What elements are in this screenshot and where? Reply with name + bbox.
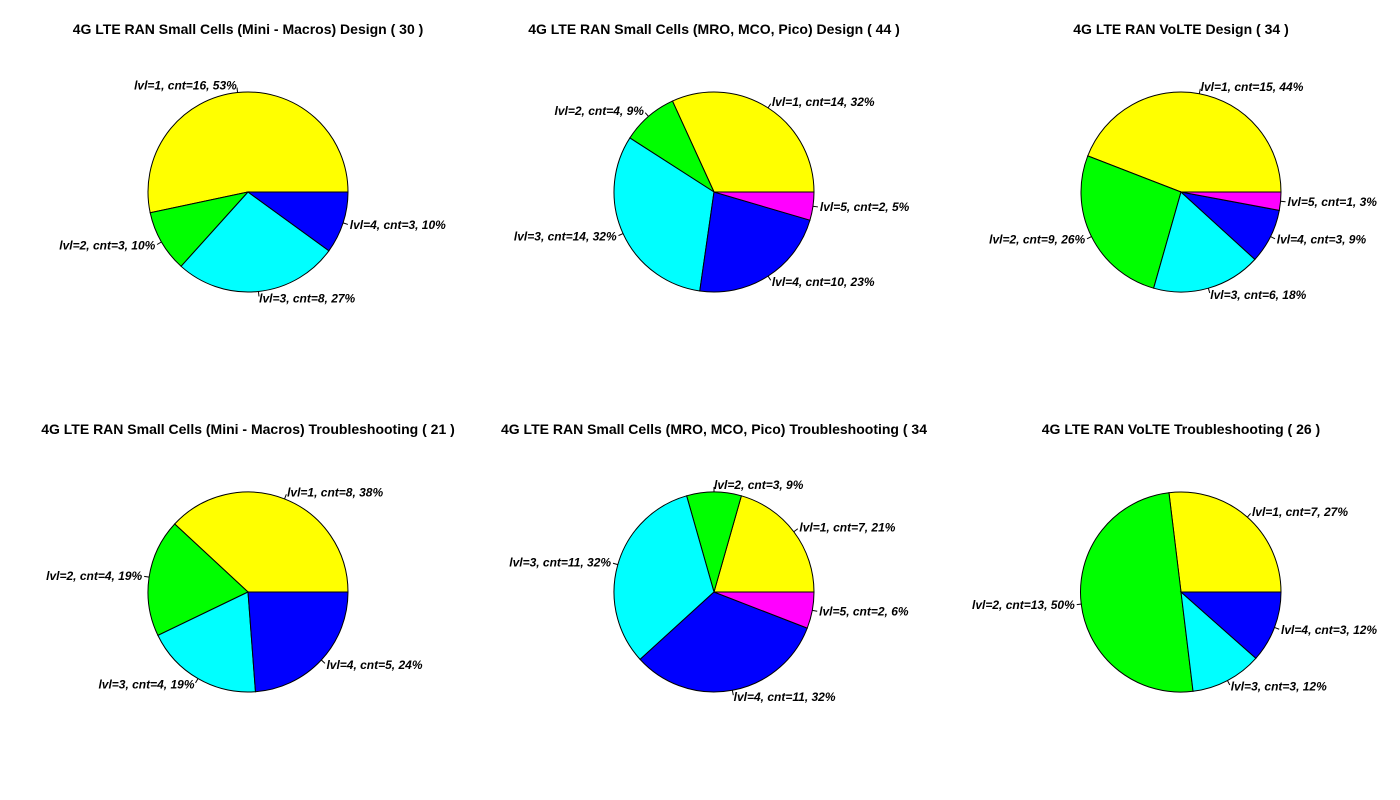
slice-leader-line [1086, 236, 1092, 240]
slice-label: lvl=1, cnt=15, 44% [1201, 80, 1304, 94]
slice-leader-line [812, 205, 819, 208]
slice-leader-line [236, 87, 239, 93]
slice-label: lvl=2, cnt=13, 50% [972, 598, 1075, 612]
pie-slice-lvl-4 [1179, 591, 1282, 660]
slice-label: lvl=1, cnt=7, 21% [799, 521, 895, 535]
slice-leader-line [644, 112, 649, 117]
slice-leader-line [793, 528, 799, 533]
slice-leader-line [195, 678, 199, 684]
pie-slice-lvl-4 [699, 191, 811, 293]
slice-leader-line [618, 233, 624, 237]
slice-label: lvl=4, cnt=10, 23% [772, 275, 875, 289]
chart-title: 4G LTE RAN VoLTE Troubleshooting ( 26 ) [1042, 421, 1320, 437]
slice-leader-line [1270, 236, 1276, 240]
slice-label: lvl=2, cnt=3, 9% [714, 478, 804, 492]
slice-label: lvl=4, cnt=11, 32% [734, 690, 836, 704]
slice-label: lvl=1, cnt=16, 53% [134, 79, 237, 93]
pie-chart-1: 4G LTE RAN Small Cells (Mini - Macros) D… [59, 21, 446, 305]
slice-label: lvl=3, cnt=4, 19% [98, 678, 194, 692]
slice-leader-line [342, 222, 349, 225]
slice-label: lvl=2, cnt=3, 10% [59, 239, 155, 253]
slice-leader-line [257, 291, 260, 297]
pie-slice-lvl-1 [1168, 491, 1282, 593]
slice-label: lvl=4, cnt=3, 12% [1281, 623, 1377, 637]
slice-label: lvl=3, cnt=11, 32% [509, 556, 611, 570]
pie-chart-2: 4G LTE RAN Small Cells (MRO, MCO, Pico) … [514, 21, 910, 293]
chart-title: 4G LTE RAN Small Cells (MRO, MCO, Pico) … [501, 421, 927, 437]
slice-leader-line [767, 275, 772, 281]
pie-chart-4: 4G LTE RAN Small Cells (Mini - Macros) T… [41, 421, 455, 693]
pie-slice-lvl-3 [613, 495, 715, 661]
slice-label: lvl=5, cnt=1, 3% [1288, 195, 1378, 209]
slice-leader-line [320, 659, 326, 664]
slice-leader-line [1207, 288, 1211, 294]
pie-slice-lvl-3 [157, 591, 257, 693]
slice-label: lvl=1, cnt=8, 38% [287, 485, 383, 499]
slice-label: lvl=3, cnt=3, 12% [1231, 680, 1327, 694]
pie-chart-5: 4G LTE RAN Small Cells (MRO, MCO, Pico) … [501, 421, 927, 704]
chart-title: 4G LTE RAN Small Cells (Mini - Macros) D… [73, 21, 424, 37]
slice-label: lvl=3, cnt=14, 32% [514, 229, 617, 243]
slice-label: lvl=3, cnt=8, 27% [259, 291, 355, 305]
slice-label: lvl=5, cnt=2, 5% [820, 200, 910, 214]
slice-leader-line [284, 494, 287, 500]
slice-leader-line [1274, 626, 1280, 630]
slice-leader-line [767, 103, 772, 109]
pie-slice-lvl-4 [246, 191, 349, 252]
slice-label: lvl=5, cnt=2, 6% [819, 605, 909, 619]
slice-leader-line [144, 575, 150, 578]
chart-title: 4G LTE RAN Small Cells (Mini - Macros) T… [41, 421, 455, 437]
slice-label: lvl=4, cnt=3, 10% [350, 218, 446, 232]
slice-leader-line [1076, 603, 1082, 606]
slice-leader-line [1198, 88, 1201, 94]
slice-label: lvl=2, cnt=9, 26% [989, 233, 1085, 247]
slice-leader-line [156, 241, 162, 245]
slice-leader-line [1227, 680, 1231, 686]
slice-label: lvl=1, cnt=7, 27% [1252, 505, 1348, 519]
slice-label: lvl=2, cnt=4, 19% [46, 569, 142, 583]
pie-slice-lvl-1 [173, 491, 349, 593]
slice-leader-line [612, 562, 618, 566]
pie-slice-lvl-4 [247, 591, 349, 693]
pie-slice-lvl-2 [147, 523, 249, 637]
slice-leader-line [731, 690, 734, 696]
slice-label: lvl=3, cnt=6, 18% [1210, 288, 1306, 302]
slice-label: lvl=4, cnt=3, 9% [1277, 233, 1367, 247]
pie-chart-6: 4G LTE RAN VoLTE Troubleshooting ( 26 ) l… [972, 421, 1377, 694]
pie-slice-lvl-3 [180, 191, 330, 293]
slice-label: lvl=4, cnt=5, 24% [326, 658, 422, 672]
pie-slice-lvl-5 [713, 591, 815, 629]
pie-slice-lvl-4 [639, 591, 808, 693]
pie-slice-lvl-2 [1080, 155, 1182, 289]
chart-title: 4G LTE RAN Small Cells (MRO, MCO, Pico) … [528, 21, 900, 37]
slice-label: lvl=1, cnt=14, 32% [772, 95, 875, 109]
pie-slice-lvl-1 [147, 91, 349, 214]
pie-slice-lvl-1 [671, 91, 815, 193]
slice-label: lvl=2, cnt=4, 9% [555, 104, 645, 118]
pie-chart-3: 4G LTE RAN VoLTE Design ( 34 ) lvl=1, cnt… [989, 21, 1377, 302]
slice-leader-line [812, 609, 818, 612]
chart-title: 4G LTE RAN VoLTE Design ( 34 ) [1073, 21, 1288, 37]
slice-leader-line [1246, 513, 1252, 518]
pie-slice-lvl-3 [1180, 590, 1257, 692]
